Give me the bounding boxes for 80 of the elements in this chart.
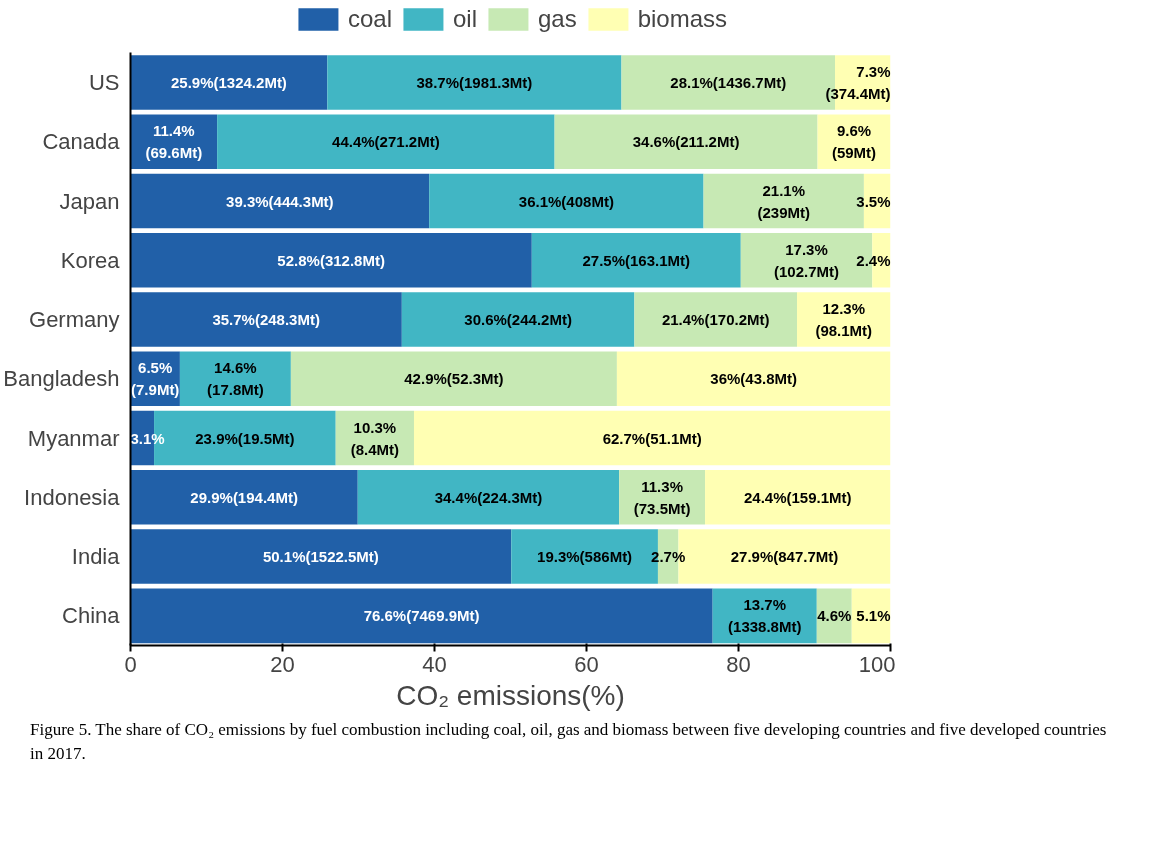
data-label: 34.6%(211.2Mt) bbox=[632, 133, 740, 151]
bar bbox=[130, 55, 328, 110]
bar bbox=[616, 351, 891, 407]
y-tick-label: India bbox=[71, 544, 121, 570]
data-label: 38.7%(1981.3Mt) bbox=[416, 74, 533, 92]
bar bbox=[130, 233, 532, 288]
bar bbox=[554, 114, 818, 170]
bar bbox=[429, 173, 704, 229]
data-label: 50.1%(1522.5Mt) bbox=[262, 548, 379, 566]
legend-label: gas bbox=[537, 5, 577, 33]
data-label: 25.9%(1324.2Mt) bbox=[170, 74, 287, 92]
y-tick-label: Myanmar bbox=[27, 425, 120, 451]
y-tick-label: Bangladesh bbox=[3, 366, 120, 392]
data-label: 39.3%(444.3Mt) bbox=[226, 192, 334, 210]
bar bbox=[130, 470, 358, 525]
x-axis-title: CO₂ emissions(%) bbox=[396, 679, 625, 711]
y-tick-label: Germany bbox=[29, 307, 120, 333]
data-label: 9.6% (59Mt) bbox=[831, 122, 877, 162]
data-label: 17.3% (102.7Mt) bbox=[774, 240, 840, 280]
x-tick-label: 20 bbox=[270, 651, 295, 677]
data-label: 30.6%(244.2Mt) bbox=[464, 311, 572, 329]
data-label: 21.1% (239Mt) bbox=[757, 181, 810, 221]
data-label: 27.5%(163.1Mt) bbox=[582, 251, 691, 269]
bar bbox=[290, 351, 617, 407]
data-label: 3.1% bbox=[130, 429, 165, 447]
data-label: 29.9%(194.4Mt) bbox=[190, 488, 298, 506]
bar bbox=[634, 292, 798, 347]
y-tick-label: China bbox=[62, 603, 121, 629]
x-tick-label: 60 bbox=[574, 651, 599, 677]
legend-label: coal bbox=[347, 5, 392, 33]
data-label: 2.4% bbox=[856, 251, 891, 269]
data-label: 3.5% bbox=[856, 192, 891, 210]
data-label: 11.4% (69.6Mt) bbox=[145, 122, 203, 162]
data-label: 36%(43.8Mt) bbox=[710, 370, 798, 388]
bar bbox=[130, 529, 512, 584]
data-label: 24.4%(159.1Mt) bbox=[744, 488, 852, 506]
bar bbox=[401, 292, 635, 347]
data-label: 62.7%(51.1Mt) bbox=[602, 429, 702, 447]
data-label: 19.3%(586Mt) bbox=[537, 548, 633, 566]
bar bbox=[130, 588, 713, 644]
bar bbox=[357, 470, 620, 525]
data-label: 12.3% (98.1Mt) bbox=[815, 300, 873, 340]
x-tick-label: 80 bbox=[726, 651, 751, 677]
bar bbox=[130, 292, 402, 347]
y-tick-label: Korea bbox=[60, 247, 121, 273]
data-label: 4.6% bbox=[817, 607, 852, 625]
bar bbox=[413, 410, 891, 466]
y-tick-label: Japan bbox=[59, 188, 120, 214]
y-tick-label: Canada bbox=[42, 129, 121, 155]
data-label: 11.3% (73.5Mt) bbox=[633, 477, 691, 517]
caption: Figure 5. The share of CO₂ emissions by fuel combustion including coal, oil, gas and biomass between five developing countries and five developed countries in 2017. bbox=[30, 719, 1108, 766]
x-tick-label: 100 bbox=[858, 651, 896, 677]
data-label: 28.1%(1436.7Mt) bbox=[670, 74, 787, 92]
data-label: 6.5% (7.9Mt) bbox=[131, 359, 180, 399]
bar bbox=[705, 470, 891, 525]
data-label: 52.8%(312.8Mt) bbox=[277, 251, 385, 269]
data-label: 35.7%(248.3Mt) bbox=[212, 311, 320, 329]
data-label: 44.4%(271.2Mt) bbox=[332, 133, 440, 151]
bar bbox=[327, 55, 622, 110]
bar bbox=[531, 233, 741, 288]
x-tick-label: 40 bbox=[422, 651, 447, 677]
y-tick-label: Indonesia bbox=[24, 484, 121, 510]
data-label: 42.9%(52.3Mt) bbox=[404, 370, 504, 388]
data-label: 36.1%(408Mt) bbox=[518, 192, 614, 210]
data-label: 27.9%(847.7Mt) bbox=[730, 548, 839, 566]
data-label: 76.6%(7469.9Mt) bbox=[363, 607, 480, 625]
data-label: 13.7% (1338.8Mt) bbox=[728, 596, 802, 636]
data-label: 7.3% (374.4Mt) bbox=[825, 62, 891, 103]
data-label: 5.1% bbox=[856, 607, 891, 625]
data-label: 34.4%(224.3Mt) bbox=[434, 488, 543, 506]
data-label: 23.9%(19.5Mt) bbox=[195, 429, 295, 447]
y-tick-label: US bbox=[88, 70, 120, 96]
data-label: 10.3% (8.4Mt) bbox=[350, 418, 400, 458]
data-label: 14.6% (17.8Mt) bbox=[207, 359, 264, 399]
bar bbox=[217, 114, 555, 170]
legend-label: biomass bbox=[637, 5, 728, 33]
bar bbox=[130, 173, 430, 229]
x-tick-label: 0 bbox=[124, 651, 137, 677]
data-label: 21.4%(170.2Mt) bbox=[661, 311, 770, 329]
legend-label: oil bbox=[452, 5, 477, 33]
